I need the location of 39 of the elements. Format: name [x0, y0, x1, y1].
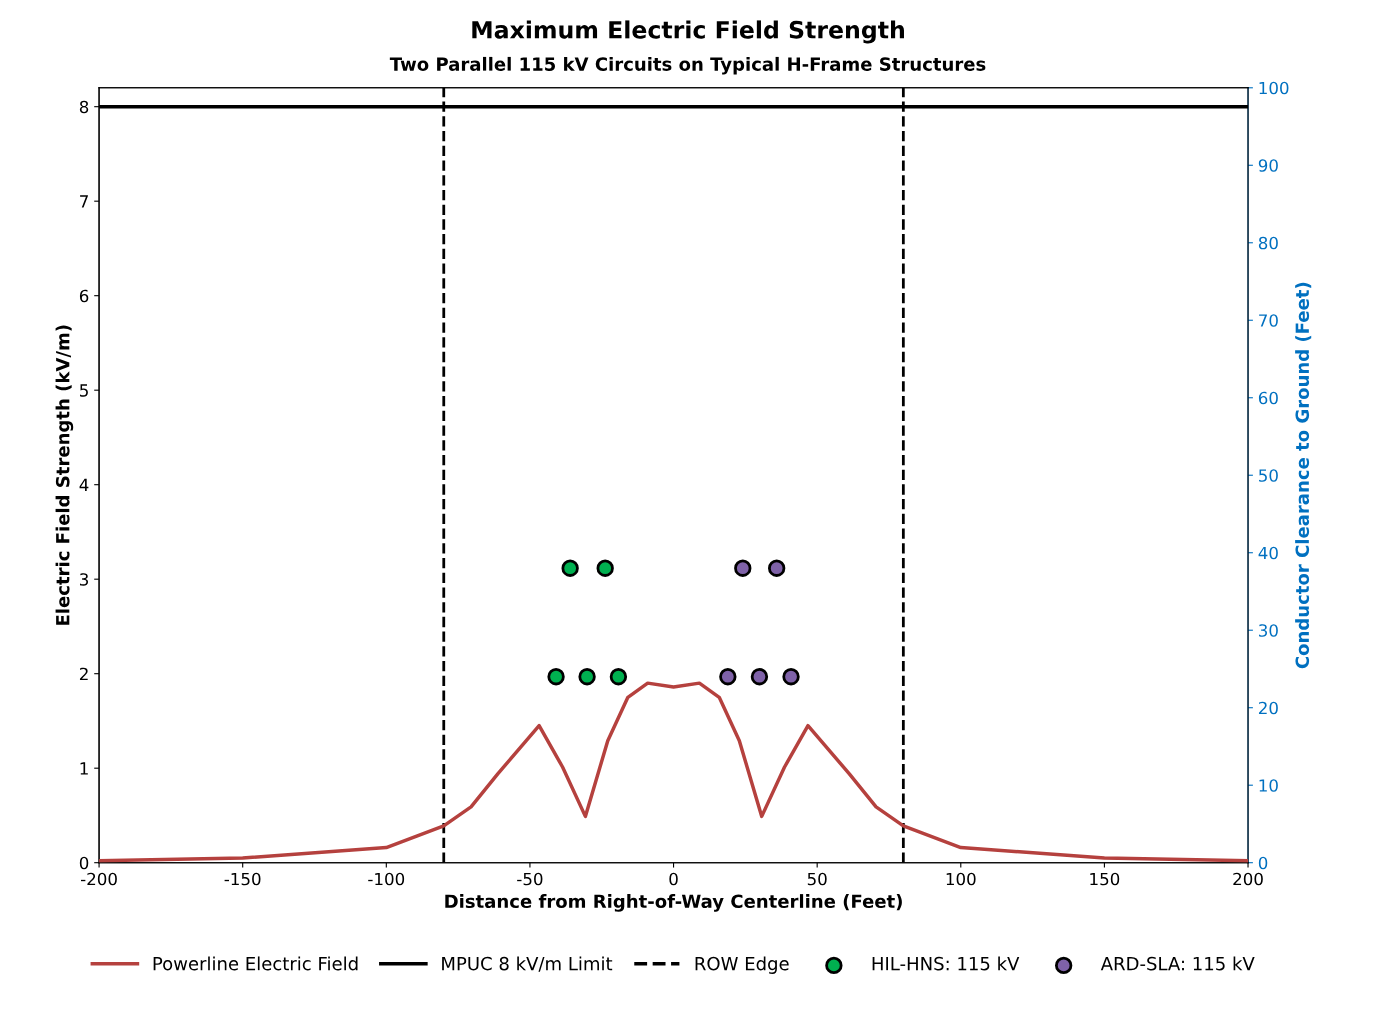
- x-axis-title: Distance from Right-of-Way Centerline (Feet): [445, 894, 902, 912]
- y2-tick-label: 100: [1259, 81, 1289, 95]
- legend-label: ROW Edge: [695, 956, 789, 974]
- y2-tick-label: 70: [1259, 314, 1278, 327]
- y2-tick-label: 40: [1258, 546, 1278, 560]
- legend-label: MPUC 8 kV/m Limit: [442, 956, 613, 972]
- x-tick-label: -100: [368, 872, 405, 886]
- y2-tick-label: 50: [1259, 469, 1278, 482]
- y-tick-label: 5: [80, 384, 88, 397]
- y-tick-label: 3: [80, 573, 89, 586]
- x-tick-label: -50: [517, 872, 543, 886]
- x-tick-label: -150: [224, 872, 261, 886]
- y2-axis-title: Conductor Clearance to Ground (Feet): [1295, 282, 1312, 669]
- x-tick-label: 0: [669, 872, 678, 886]
- y-axis-title: Electric Field Strength (kV/m): [55, 325, 74, 625]
- y2-tick-label: 30: [1259, 624, 1278, 637]
- x-tick-label: 100: [946, 872, 976, 886]
- y-tick-label: 8: [79, 100, 89, 114]
- y2-tick-label: 10: [1259, 779, 1278, 792]
- y-tick-label: 2: [79, 667, 88, 681]
- x-tick-label: 200: [1233, 872, 1263, 886]
- chart-subtitle: Two Parallel 115 kV Circuits on Typical H-Frame Structures: [389, 56, 986, 75]
- y-tick-label: 0: [79, 856, 89, 870]
- legend-label: Powerline Electric Field: [153, 956, 358, 971]
- y2-tick-label: 90: [1258, 159, 1278, 172]
- y-tick-label: 6: [79, 289, 89, 303]
- y-tick-label: 7: [80, 195, 88, 208]
- legend-label: HIL-HNS: 115 kV: [872, 956, 1020, 971]
- y2-tick-label: 0: [1258, 856, 1268, 870]
- legend-label: ARD-SLA: 115 kV: [1100, 956, 1255, 971]
- y2-tick-label: 60: [1258, 391, 1278, 405]
- y2-tick-label: 80: [1258, 236, 1278, 250]
- y2-tick-label: 20: [1258, 701, 1278, 715]
- chart-title: Maximum Electric Field Strength: [472, 20, 904, 44]
- y-tick-label: 1: [80, 762, 88, 775]
- x-tick-label: 50: [807, 872, 827, 886]
- x-tick-label: -200: [80, 872, 117, 886]
- y-tick-label: 4: [79, 478, 89, 492]
- x-tick-label: 150: [1090, 872, 1120, 886]
